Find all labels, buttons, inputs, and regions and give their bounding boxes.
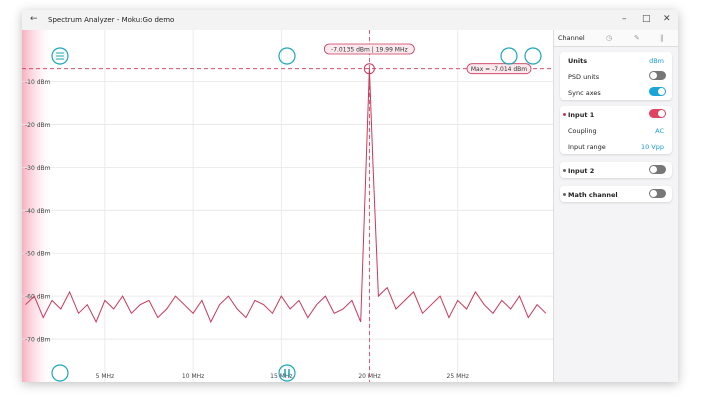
window-title: Spectrum Analyzer - Moku:Go demo: [48, 16, 175, 24]
pause-icon: [284, 369, 290, 377]
y-tick-label: -50 dBm: [25, 251, 51, 258]
max-label-box: [466, 63, 532, 75]
minimize-button[interactable]: –: [622, 14, 627, 24]
toggle[interactable]: [649, 109, 666, 118]
cursor-label-box: [323, 43, 415, 55]
channel-dot: [563, 193, 566, 196]
label: Math channel: [568, 191, 618, 199]
tab-icon[interactable]: ◷: [606, 34, 613, 42]
pause-button[interactable]: [278, 364, 296, 382]
menu-button[interactable]: [51, 47, 69, 65]
units-dropdown[interactable]: dBm: [649, 57, 664, 65]
y-tick-label: -10 dBm: [25, 79, 51, 86]
back-button[interactable]: ←: [30, 14, 38, 24]
units-card: Units dBm PSD units Sync axes: [560, 52, 672, 100]
spectrum-plot: -10 dBm -20 dBm -30 dBm -40 dBm -50 dBm -60 d…: [22, 30, 553, 382]
x-tick-label: 10 MHz: [182, 373, 204, 380]
settings-button[interactable]: [524, 47, 542, 65]
toggle[interactable]: [649, 87, 666, 96]
menu-icon: [56, 52, 64, 60]
x-tick-label: 15 MHz: [270, 373, 292, 380]
toggle-knob: [650, 72, 657, 79]
y-tick-label: -70 dBm: [25, 337, 51, 344]
plot-background: [22, 30, 553, 382]
title-bar: ← Spectrum Analyzer - Moku:Go demo – □ ✕: [22, 10, 678, 30]
zoom-button[interactable]: [500, 47, 518, 65]
edge-highlight: [22, 30, 50, 382]
toggle[interactable]: [649, 189, 666, 198]
y-tick-label: -60 dBm: [25, 294, 51, 301]
tab-bar: Channel ◷ ✎ ‖: [554, 30, 678, 47]
label: Units: [568, 57, 588, 65]
toggle-knob: [658, 88, 665, 95]
tab-icon[interactable]: ‖: [660, 34, 664, 42]
label: PSD units: [568, 73, 600, 81]
label: Coupling: [568, 127, 597, 135]
grid-button[interactable]: [51, 364, 69, 382]
range-dropdown[interactable]: 10 Vpp: [640, 143, 664, 151]
max-label: Max = -7.014 dBm: [471, 66, 527, 73]
channel-tab[interactable]: Channel: [558, 34, 585, 42]
app-window: ← Spectrum Analyzer - Moku:Go demo – □ ✕…: [22, 10, 678, 382]
max-marker: [363, 63, 375, 75]
toggle-knob: [658, 110, 665, 117]
label: Sync axes: [568, 89, 601, 97]
math-card: Math channel: [560, 186, 672, 202]
input1-card: Input 1 Coupling AC Input range 10 Vpp: [560, 106, 672, 154]
label: Input 1: [568, 111, 595, 119]
label: Input range: [568, 143, 606, 151]
maximize-button[interactable]: □: [642, 14, 651, 24]
input2-card: Input 2: [560, 162, 672, 178]
side-panel: Channel ◷ ✎ ‖ Units dBm PSD units Sync ax…: [553, 30, 678, 382]
channel-dot: [563, 113, 566, 116]
y-tick-label: -20 dBm: [25, 122, 51, 129]
toggle[interactable]: [649, 165, 666, 174]
x-tick-label: 5 MHz: [96, 373, 115, 380]
y-tick-label: -40 dBm: [25, 208, 51, 215]
cloud-button[interactable]: [278, 47, 296, 65]
spectrum-trace: [25, 68, 547, 324]
tab-icon[interactable]: ✎: [634, 34, 640, 42]
channel-dot: [563, 169, 566, 172]
coupling-select[interactable]: AC: [655, 127, 664, 135]
close-button[interactable]: ✕: [663, 14, 671, 24]
toggle-knob: [650, 166, 657, 173]
toggle[interactable]: [649, 71, 666, 80]
x-tick-label: 25 MHz: [447, 373, 469, 380]
cursor-label: -7.0135 dBm | 19.99 MHz: [331, 47, 408, 54]
label: Input 2: [568, 167, 595, 175]
y-tick-label: -30 dBm: [25, 165, 51, 172]
toggle-knob: [650, 190, 657, 197]
